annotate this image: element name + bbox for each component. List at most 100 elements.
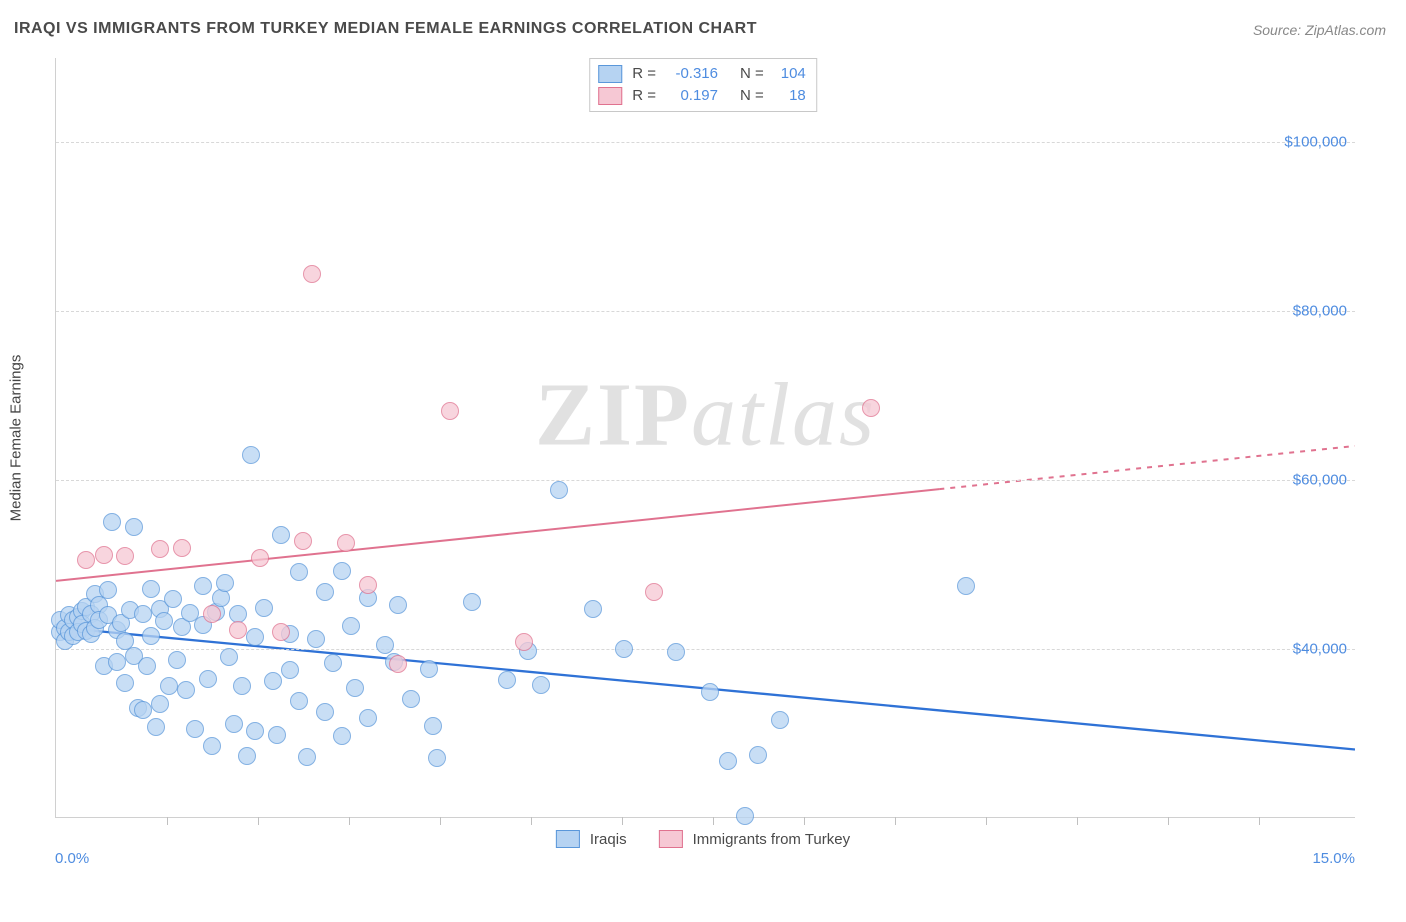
series-legend: Iraqis Immigrants from Turkey <box>556 830 850 848</box>
data-point-iraqis <box>177 681 195 699</box>
data-point-iraqis <box>272 526 290 544</box>
data-point-iraqis <box>203 737 221 755</box>
data-point-iraqis <box>324 654 342 672</box>
data-point-iraqis <box>103 513 121 531</box>
data-point-iraqis <box>242 446 260 464</box>
data-point-turkey <box>151 540 169 558</box>
legend-item: Immigrants from Turkey <box>659 830 851 848</box>
gridline <box>56 480 1355 481</box>
data-point-iraqis <box>220 648 238 666</box>
data-point-iraqis <box>346 679 364 697</box>
data-point-turkey <box>272 623 290 641</box>
correlation-legend: R =-0.316N =104R =0.197N =18 <box>589 58 817 112</box>
data-point-turkey <box>303 265 321 283</box>
x-tick <box>349 817 350 825</box>
x-tick <box>440 817 441 825</box>
data-point-iraqis <box>142 580 160 598</box>
stat-r-value: 0.197 <box>662 85 718 107</box>
stat-n-label: N = <box>740 85 764 107</box>
watermark-zip: ZIP <box>535 365 691 464</box>
stats-row: R =-0.316N =104 <box>598 63 806 85</box>
data-point-iraqis <box>151 695 169 713</box>
data-point-iraqis <box>134 605 152 623</box>
data-point-iraqis <box>333 727 351 745</box>
data-point-iraqis <box>402 690 420 708</box>
watermark-atlas: atlas <box>691 365 876 464</box>
legend-swatch <box>598 65 622 83</box>
data-point-iraqis <box>186 720 204 738</box>
x-axis-min-label: 0.0% <box>55 850 89 922</box>
legend-item: Iraqis <box>556 830 627 848</box>
x-tick <box>258 817 259 825</box>
data-point-turkey <box>862 399 880 417</box>
data-point-iraqis <box>359 709 377 727</box>
stats-row: R = 0.197 N = 18 <box>598 85 806 107</box>
data-point-iraqis <box>333 562 351 580</box>
gridline <box>56 649 1355 650</box>
data-point-iraqis <box>957 577 975 595</box>
stat-r-value: -0.316 <box>662 63 718 85</box>
data-point-iraqis <box>264 672 282 690</box>
data-point-iraqis <box>550 481 568 499</box>
data-point-turkey <box>77 551 95 569</box>
data-point-iraqis <box>255 599 273 617</box>
data-point-iraqis <box>376 636 394 654</box>
data-point-iraqis <box>281 661 299 679</box>
trend-lines <box>56 58 1355 817</box>
source-label: Source: ZipAtlas.com <box>1253 22 1386 38</box>
data-point-iraqis <box>307 630 325 648</box>
gridline <box>56 311 1355 312</box>
data-point-iraqis <box>164 590 182 608</box>
data-point-iraqis <box>194 577 212 595</box>
data-point-iraqis <box>99 581 117 599</box>
y-tick-label: $80,000 <box>1293 303 1347 320</box>
data-point-turkey <box>337 534 355 552</box>
data-point-iraqis <box>116 674 134 692</box>
data-point-iraqis <box>268 726 286 744</box>
y-axis-title: Median Female Earnings <box>8 354 25 521</box>
data-point-iraqis <box>238 747 256 765</box>
data-point-iraqis <box>316 583 334 601</box>
x-tick <box>1168 817 1169 825</box>
watermark: ZIPatlas <box>535 363 876 466</box>
x-tick <box>1259 817 1260 825</box>
y-tick-label: $60,000 <box>1293 472 1347 489</box>
chart-title: IRAQI VS IMMIGRANTS FROM TURKEY MEDIAN F… <box>14 20 757 38</box>
data-point-turkey <box>441 402 459 420</box>
data-point-iraqis <box>428 749 446 767</box>
x-tick <box>167 817 168 825</box>
data-point-iraqis <box>108 653 126 671</box>
legend-label: Iraqis <box>590 831 627 848</box>
data-point-iraqis <box>298 748 316 766</box>
gridline <box>56 142 1355 143</box>
data-point-iraqis <box>498 671 516 689</box>
stat-r-label: R = <box>632 63 656 85</box>
data-point-turkey <box>229 621 247 639</box>
data-point-iraqis <box>701 683 719 701</box>
data-point-iraqis <box>199 670 217 688</box>
data-point-iraqis <box>233 677 251 695</box>
data-point-iraqis <box>424 717 442 735</box>
data-point-turkey <box>95 546 113 564</box>
data-point-iraqis <box>584 600 602 618</box>
scatter-plot-area: Median Female Earnings ZIPatlas $40,000$… <box>55 58 1355 818</box>
stat-r-label: R = <box>632 85 656 107</box>
y-tick-label: $100,000 <box>1284 134 1347 151</box>
data-point-iraqis <box>316 703 334 721</box>
x-tick <box>804 817 805 825</box>
data-point-iraqis <box>155 612 173 630</box>
stat-n-value: 18 <box>770 85 806 107</box>
data-point-iraqis <box>216 574 234 592</box>
data-point-turkey <box>359 576 377 594</box>
data-point-iraqis <box>246 722 264 740</box>
data-point-iraqis <box>147 718 165 736</box>
y-tick-label: $40,000 <box>1293 641 1347 658</box>
data-point-turkey <box>389 655 407 673</box>
stat-n-label: N = <box>740 63 764 85</box>
legend-swatch <box>659 830 683 848</box>
x-tick <box>531 817 532 825</box>
data-point-turkey <box>173 539 191 557</box>
data-point-turkey <box>251 549 269 567</box>
x-tick <box>713 817 714 825</box>
data-point-iraqis <box>168 651 186 669</box>
